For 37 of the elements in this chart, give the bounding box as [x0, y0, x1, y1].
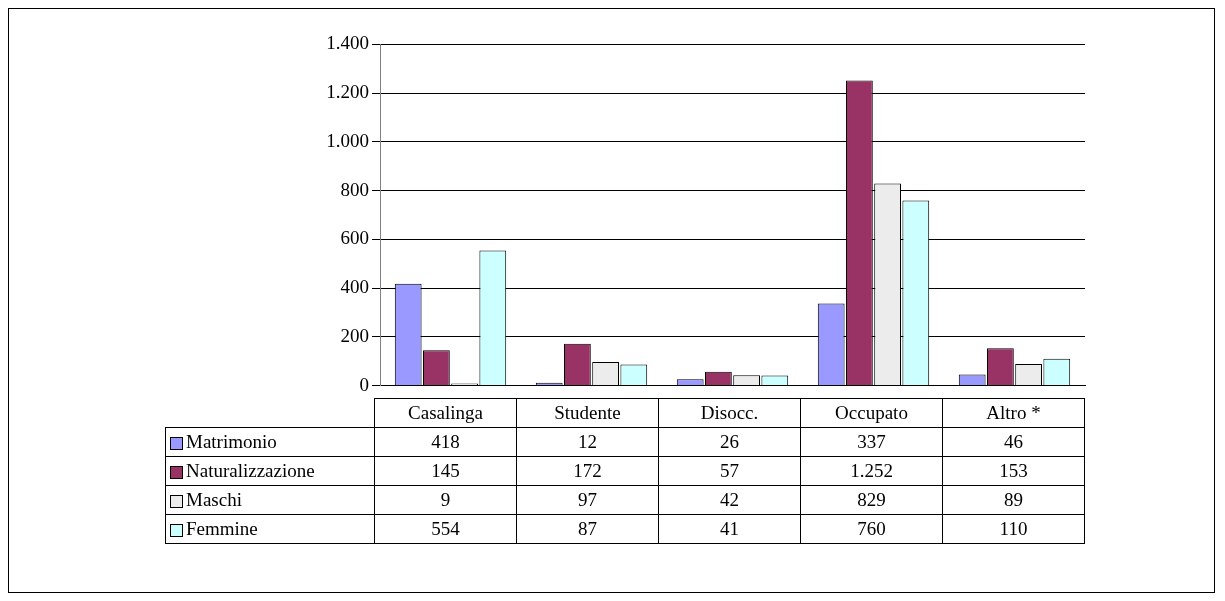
- x-tick-label: Occupato: [800, 398, 943, 428]
- data-label: 145: [374, 456, 517, 486]
- data-label: 41: [658, 514, 801, 544]
- data-label: 1.252: [800, 456, 943, 486]
- data-label: 760: [800, 514, 943, 544]
- data-label: 57: [658, 456, 801, 486]
- x-tick-label: Altro *: [942, 398, 1085, 428]
- data-label: 97: [516, 485, 659, 515]
- data-label: 87: [516, 514, 659, 544]
- data-label: 110: [942, 514, 1085, 544]
- y-tick-label: 1.200: [326, 81, 369, 103]
- data-label: 337: [800, 427, 943, 457]
- legend-label: Femmine: [165, 514, 375, 544]
- data-label: 12: [516, 427, 659, 457]
- data-label: 829: [800, 485, 943, 515]
- x-tick-label: Casalinga: [374, 398, 517, 428]
- y-tick-label: 200: [340, 324, 369, 346]
- y-tick-label: 800: [340, 178, 369, 200]
- data-label: 172: [516, 456, 659, 486]
- legend-label: Naturalizzazione: [165, 456, 375, 486]
- y-tick-label: 400: [340, 276, 369, 298]
- data-label: 42: [658, 485, 801, 515]
- data-label: 9: [374, 485, 517, 515]
- y-tick-label: 1.400: [326, 32, 369, 54]
- y-tick-label: 0: [359, 373, 369, 395]
- legend-label: Maschi: [165, 485, 375, 515]
- data-label: 418: [374, 427, 517, 457]
- data-label: 46: [942, 427, 1085, 457]
- data-label: 26: [658, 427, 801, 457]
- legend-label: Matrimonio: [165, 427, 375, 457]
- y-tick-label: 600: [340, 227, 369, 249]
- y-tick-label: 1.000: [326, 129, 369, 151]
- data-label: 153: [942, 456, 1085, 486]
- data-label: 89: [942, 485, 1085, 515]
- x-tick-label: Studente: [516, 398, 659, 428]
- x-tick-label: Disocc.: [658, 398, 801, 428]
- data-label: 554: [374, 514, 517, 544]
